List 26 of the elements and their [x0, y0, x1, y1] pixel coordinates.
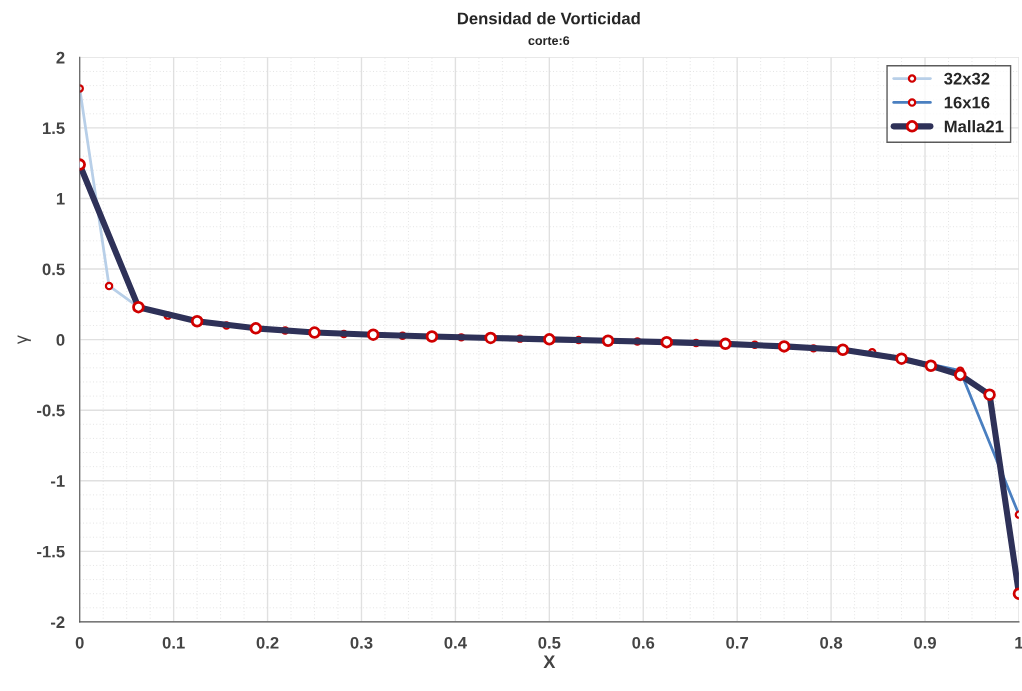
legend-label: 32x32 [944, 72, 990, 85]
x-tick-label: 0.2 [256, 636, 279, 649]
chart-title: Densidad de Vorticidad [457, 12, 640, 25]
x-tick-label: 0.9 [914, 636, 936, 649]
x-tick-label: 0.6 [632, 636, 655, 649]
y-tick-label: 1.5 [43, 122, 65, 135]
x-tick-label: 0.3 [350, 636, 373, 649]
y-tick-label: -1 [50, 475, 65, 487]
x-tick-label: 0.1 [162, 636, 185, 649]
y-axis-title: γ [17, 335, 31, 345]
legend-label: Malla21 [944, 120, 1004, 133]
y-tick-label: -1.5 [37, 545, 65, 558]
x-tick-label: 0.7 [726, 636, 749, 649]
y-tick-label: 1 [56, 193, 65, 205]
y-tick-label: 0 [56, 334, 65, 346]
chart-subtitle: corte:6 [528, 36, 570, 46]
y-tick-label: -0.5 [37, 404, 65, 417]
x-tick-label: 0.8 [820, 636, 843, 649]
y-tick-label: -2 [50, 616, 65, 628]
x-tick-label: 0.5 [538, 636, 561, 649]
legend-label: 16x16 [944, 96, 990, 109]
x-tick-label: 0 [75, 636, 84, 649]
y-tick-label: 2 [56, 51, 65, 64]
x-axis-title: X [543, 655, 556, 668]
x-tick-label: 0.4 [444, 636, 467, 649]
y-tick-label: 0.5 [42, 263, 65, 276]
